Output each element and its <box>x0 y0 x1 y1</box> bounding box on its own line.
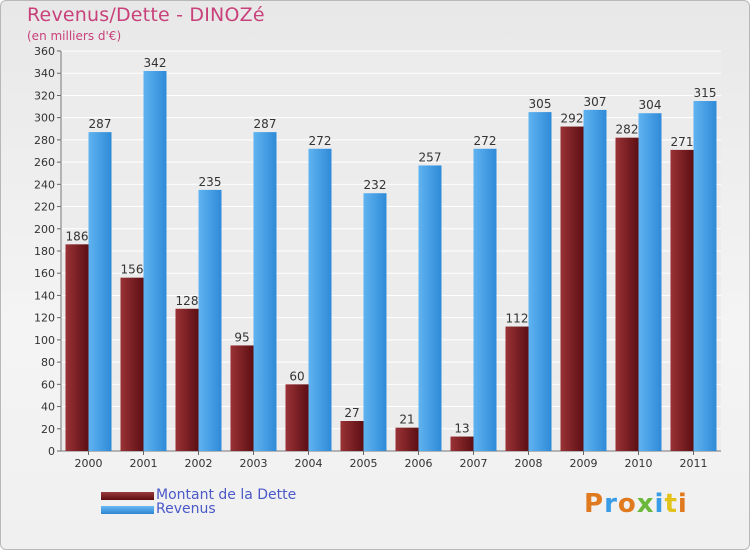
y-tick-label: 340 <box>34 67 55 80</box>
logo-letter: i <box>677 489 688 519</box>
bar-revenue-2011 <box>693 101 717 451</box>
bar-revenue-2000 <box>88 132 112 451</box>
data-label-revenue-2011: 315 <box>694 86 717 100</box>
data-label-revenue-2001: 342 <box>144 56 167 70</box>
logo-letter: x <box>636 489 655 519</box>
y-tick-label: 140 <box>34 289 55 302</box>
bar-debt-2004 <box>285 384 309 451</box>
legend-swatch-revenue <box>101 506 154 514</box>
bar-debt-2011 <box>670 149 694 451</box>
data-label-debt-2002: 128 <box>176 294 199 308</box>
y-tick-label: 280 <box>34 134 55 147</box>
x-tick-label: 2006 <box>405 457 433 470</box>
y-tick-label: 240 <box>34 178 55 191</box>
data-label-debt-2009: 292 <box>561 112 584 126</box>
data-label-debt-2001: 156 <box>121 263 144 277</box>
x-tick-label: 2005 <box>350 457 378 470</box>
bar-revenue-2005 <box>363 193 387 451</box>
y-tick-label: 160 <box>34 267 55 280</box>
data-label-debt-2005: 27 <box>344 406 359 420</box>
bar-debt-2009 <box>560 126 584 452</box>
bar-revenue-2010 <box>638 113 662 451</box>
chart-title: Revenus/Dette - DINOZé <box>27 4 265 26</box>
y-tick-label: 180 <box>34 245 55 258</box>
bar-revenue-2003 <box>253 132 277 451</box>
y-tick-label: 40 <box>41 401 55 414</box>
data-label-revenue-2003: 287 <box>254 117 277 131</box>
y-tick-label: 0 <box>48 445 55 458</box>
chart-subtitle: (en milliers d'€) <box>27 29 122 43</box>
data-label-debt-2004: 60 <box>289 369 304 383</box>
y-tick-label: 100 <box>34 334 55 347</box>
y-tick-label: 260 <box>34 156 55 169</box>
y-tick-label: 320 <box>34 89 55 102</box>
logo-letter: o <box>617 489 637 519</box>
x-tick-label: 2000 <box>75 457 103 470</box>
x-tick-label: 2004 <box>295 457 323 470</box>
y-tick-label: 80 <box>41 356 55 369</box>
x-tick-label: 2001 <box>130 457 158 470</box>
bar-revenue-2008 <box>528 112 552 451</box>
y-tick-label: 200 <box>34 223 55 236</box>
bar-debt-2005 <box>340 421 364 451</box>
data-label-revenue-2006: 257 <box>419 150 442 164</box>
data-label-debt-2007: 13 <box>454 422 469 436</box>
data-label-debt-2008: 112 <box>506 312 529 326</box>
x-tick-label: 2010 <box>625 457 653 470</box>
bar-revenue-2004 <box>308 148 332 451</box>
logo-letter: i <box>654 489 665 519</box>
logo-letter: P <box>584 489 605 519</box>
bar-debt-2000 <box>65 244 89 451</box>
data-label-revenue-2002: 235 <box>199 175 222 189</box>
bar-revenue-2001 <box>143 71 167 451</box>
bar-revenue-2002 <box>198 189 222 451</box>
x-tick-label: 2002 <box>185 457 213 470</box>
data-label-revenue-2005: 232 <box>364 178 387 192</box>
x-tick-label: 2009 <box>570 457 598 470</box>
bar-revenue-2006 <box>418 165 442 451</box>
data-label-debt-2003: 95 <box>234 330 249 344</box>
bar-debt-2001 <box>120 277 144 451</box>
bar-debt-2008 <box>505 326 529 451</box>
data-label-revenue-2010: 304 <box>639 98 662 112</box>
logo-letter: r <box>604 489 618 519</box>
legend-swatch-debt <box>101 492 154 500</box>
data-label-revenue-2004: 272 <box>309 134 332 148</box>
bar-debt-2010 <box>615 137 639 451</box>
proxiti-logo: Proxiti <box>584 489 688 519</box>
legend-label-revenue: Revenus <box>156 501 216 517</box>
bar-revenue-2007 <box>473 148 497 451</box>
legend-label-debt: Montant de la Dette <box>156 487 297 503</box>
data-label-revenue-2009: 307 <box>584 95 607 109</box>
data-label-debt-2000: 186 <box>66 229 89 243</box>
y-tick-label: 220 <box>34 201 55 214</box>
y-tick-label: 120 <box>34 312 55 325</box>
bar-revenue-2009 <box>583 109 607 451</box>
data-label-revenue-2000: 287 <box>89 117 112 131</box>
data-label-revenue-2008: 305 <box>529 97 552 111</box>
bar-debt-2006 <box>395 427 419 451</box>
data-label-debt-2006: 21 <box>399 413 414 427</box>
bar-debt-2002 <box>175 308 199 451</box>
data-label-revenue-2007: 272 <box>474 134 497 148</box>
y-tick-label: 300 <box>34 112 55 125</box>
x-tick-label: 2003 <box>240 457 268 470</box>
x-tick-label: 2008 <box>515 457 543 470</box>
x-tick-label: 2011 <box>680 457 708 470</box>
y-tick-label: 360 <box>34 45 55 58</box>
y-tick-label: 60 <box>41 378 55 391</box>
data-label-debt-2011: 271 <box>671 135 694 149</box>
y-tick-label: 20 <box>41 423 55 436</box>
bar-debt-2003 <box>230 345 254 451</box>
logo-letter: t <box>664 489 678 519</box>
data-label-debt-2010: 282 <box>616 123 639 137</box>
x-tick-label: 2007 <box>460 457 488 470</box>
bar-debt-2007 <box>450 436 474 451</box>
